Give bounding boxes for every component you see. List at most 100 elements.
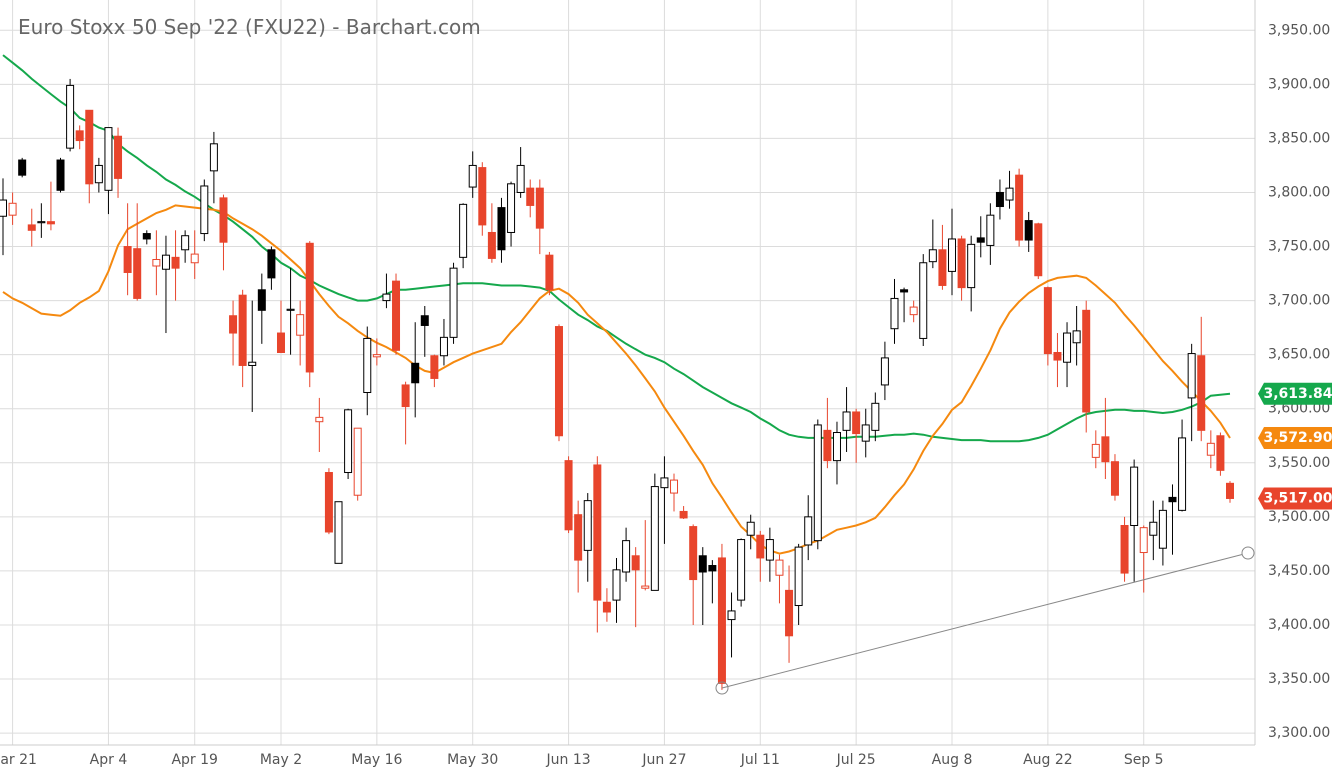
candle-body	[813, 424, 822, 542]
candle-body	[133, 248, 142, 299]
candle-body	[181, 235, 190, 251]
candle-body	[1005, 187, 1014, 201]
price-tag	[1258, 382, 1332, 405]
x-tick-label: Jun 27	[641, 752, 686, 768]
candle-body	[842, 411, 851, 431]
candle-body	[1197, 355, 1206, 431]
candle-body	[1216, 435, 1225, 471]
candle-body	[1120, 525, 1129, 574]
candle-body	[1034, 223, 1043, 277]
candle-body	[468, 164, 477, 188]
candle-body	[516, 164, 525, 193]
candle-body	[900, 289, 909, 293]
x-tick-label: Aug 8	[932, 752, 973, 768]
price-tag	[1258, 427, 1332, 450]
candle-body	[1206, 442, 1215, 456]
candle-body	[363, 337, 372, 394]
candle-body	[919, 262, 928, 339]
candle-body	[622, 540, 631, 573]
x-tick-label: Apr 4	[90, 752, 128, 768]
candle-body	[554, 326, 563, 437]
x-tick-label: Apr 19	[171, 752, 217, 768]
candle-body	[698, 555, 707, 573]
x-tick-label: May 30	[447, 752, 498, 768]
x-tick-label: Jul 11	[740, 752, 780, 768]
candle-body	[305, 242, 314, 373]
y-tick-label: 3,950.00	[1268, 22, 1330, 38]
candle-body	[66, 84, 75, 149]
candle-body	[123, 246, 132, 273]
candle-body	[142, 233, 151, 240]
candle-body	[1082, 309, 1091, 413]
candle-body	[804, 516, 813, 546]
candle-body	[152, 259, 161, 267]
candle-body	[526, 187, 535, 206]
candle-body	[430, 355, 439, 379]
y-tick-label: 3,700.00	[1268, 293, 1330, 309]
candle-body	[1149, 521, 1158, 536]
y-tick-label: 3,750.00	[1268, 239, 1330, 255]
price-tag	[1258, 487, 1332, 510]
candle-body	[296, 314, 305, 336]
candle-body	[948, 238, 957, 272]
candle-body	[478, 167, 487, 226]
y-tick-label: 3,500.00	[1268, 509, 1330, 525]
x-tick-label: Mar 21	[0, 752, 37, 768]
candle-body	[967, 243, 976, 289]
y-tick-label: 3,550.00	[1268, 455, 1330, 471]
candle-body	[832, 432, 841, 462]
candle-body	[1168, 496, 1177, 503]
candle-body	[670, 479, 679, 494]
candle-body	[535, 187, 544, 229]
candle-body	[737, 539, 746, 601]
candle-body	[890, 297, 899, 330]
candle-body	[190, 253, 199, 264]
x-tick-label: Jul 25	[836, 752, 876, 768]
candle-body	[286, 308, 295, 311]
candle-body	[928, 249, 937, 263]
candle-body	[411, 362, 420, 384]
candle-body	[1158, 509, 1167, 549]
y-tick-label: 3,650.00	[1268, 347, 1330, 363]
y-tick-label: 3,800.00	[1268, 184, 1330, 200]
candle-body	[1130, 466, 1139, 527]
grid	[0, 0, 1255, 745]
candle-body	[104, 127, 113, 191]
candle-body	[650, 486, 659, 591]
candle-body	[37, 221, 46, 224]
candle-body	[727, 610, 736, 621]
candle-body	[1015, 174, 1024, 241]
candle-body	[238, 294, 247, 366]
candle-body	[114, 135, 123, 179]
price-tag-label: 3,572.90	[1263, 430, 1332, 446]
x-tick-label: Jun 13	[546, 752, 591, 768]
candle-body	[94, 164, 103, 184]
candle-body	[229, 315, 238, 334]
candle-body	[248, 361, 257, 366]
candle-body	[995, 191, 1004, 208]
candle-body	[957, 238, 966, 289]
candle-body	[0, 199, 7, 217]
candle-body	[583, 500, 592, 551]
y-tick-label: 3,300.00	[1268, 725, 1330, 741]
candle-body	[602, 601, 611, 613]
candle-body	[641, 585, 650, 589]
candle-body	[1072, 330, 1081, 344]
candle-body	[756, 534, 765, 559]
candle-body	[909, 306, 918, 316]
candle-body	[27, 224, 36, 231]
candle-body	[574, 514, 583, 561]
candle-body	[75, 130, 84, 142]
candle-body	[439, 336, 448, 357]
candle-body	[861, 424, 870, 442]
candle-body	[344, 409, 353, 474]
candle-body	[1043, 287, 1052, 355]
candle-body	[257, 289, 266, 311]
candle-body	[1101, 436, 1110, 463]
trend-line	[721, 552, 1249, 689]
candle-body	[209, 143, 218, 172]
candle-body	[353, 427, 362, 496]
trend-anchor	[715, 681, 729, 695]
candle-body	[852, 411, 861, 435]
